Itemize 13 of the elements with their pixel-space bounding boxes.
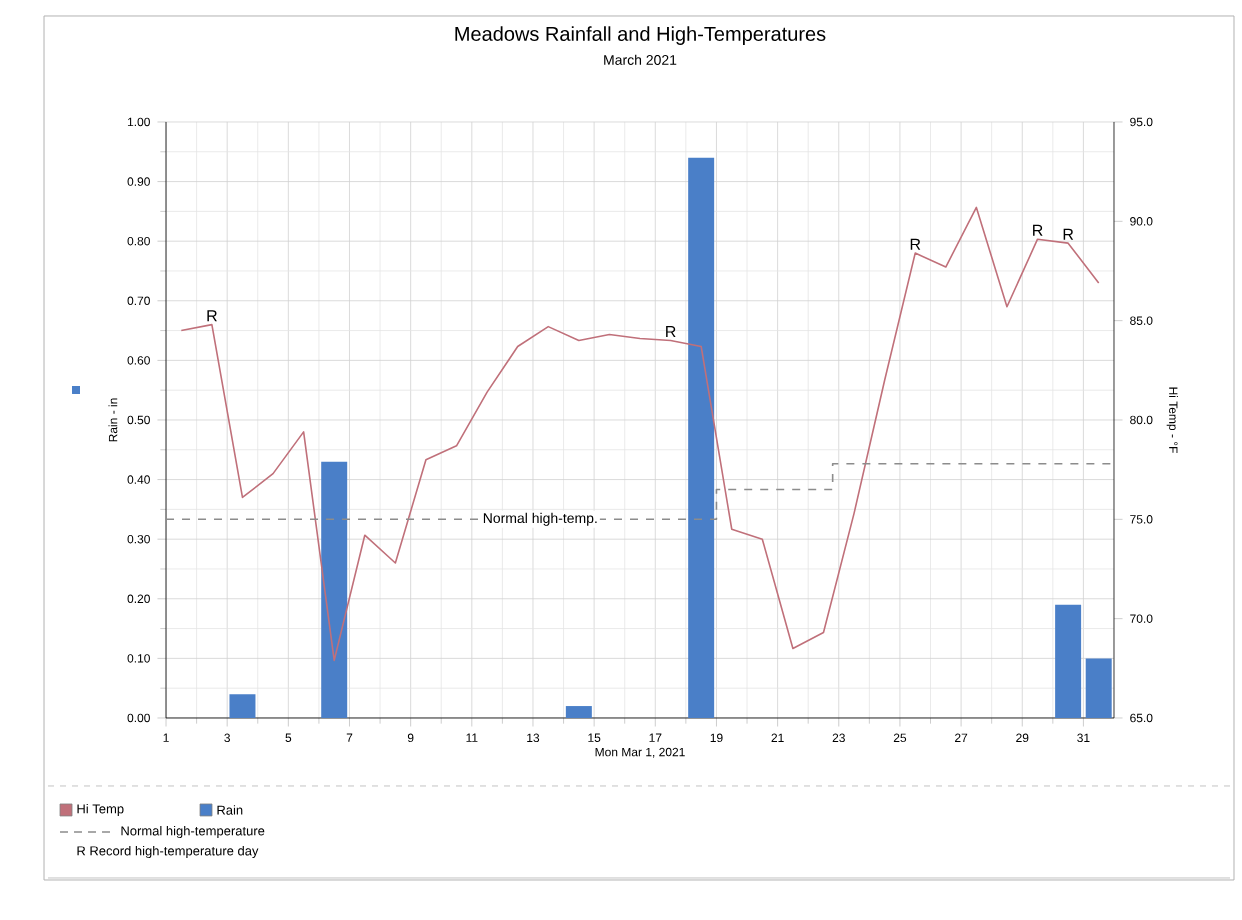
data-label: R — [1063, 228, 1074, 240]
data-label: R — [910, 238, 921, 250]
bar — [565, 706, 592, 718]
bar — [229, 694, 256, 718]
bar — [321, 461, 348, 718]
bar — [688, 157, 715, 718]
bar — [1055, 604, 1082, 718]
data-label: R — [207, 310, 217, 322]
data-label: R — [666, 326, 676, 338]
chart-title: Meadows Rainfall and High-Temperatures — [455, 26, 826, 45]
line-series — [180, 206, 1100, 662]
bar — [1085, 658, 1112, 718]
data-label: R — [1033, 224, 1043, 236]
